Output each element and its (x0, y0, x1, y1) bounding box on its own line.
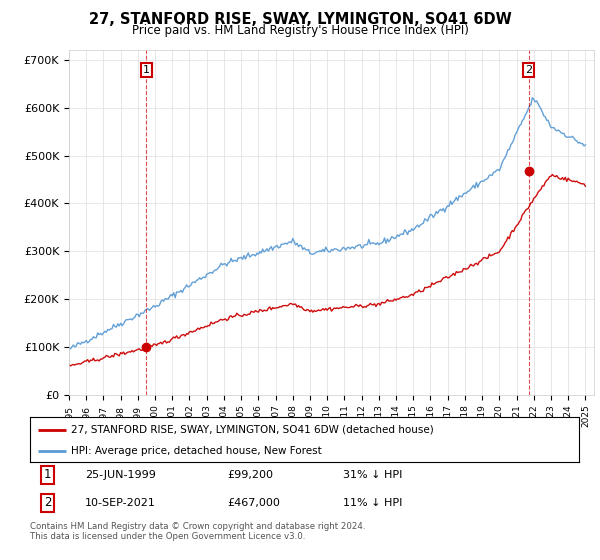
Text: Contains HM Land Registry data © Crown copyright and database right 2024.
This d: Contains HM Land Registry data © Crown c… (30, 522, 365, 542)
Text: 10-SEP-2021: 10-SEP-2021 (85, 498, 156, 508)
Text: 27, STANFORD RISE, SWAY, LYMINGTON, SO41 6DW: 27, STANFORD RISE, SWAY, LYMINGTON, SO41… (89, 12, 511, 27)
Text: 2: 2 (525, 65, 532, 74)
Text: £99,200: £99,200 (227, 470, 274, 480)
Text: £467,000: £467,000 (227, 498, 281, 508)
Text: 25-JUN-1999: 25-JUN-1999 (85, 470, 156, 480)
Text: 1: 1 (143, 65, 150, 74)
Text: Price paid vs. HM Land Registry's House Price Index (HPI): Price paid vs. HM Land Registry's House … (131, 24, 469, 37)
Text: 27, STANFORD RISE, SWAY, LYMINGTON, SO41 6DW (detached house): 27, STANFORD RISE, SWAY, LYMINGTON, SO41… (71, 424, 434, 435)
Text: 2: 2 (44, 497, 52, 510)
Text: 1: 1 (44, 468, 52, 481)
Text: HPI: Average price, detached house, New Forest: HPI: Average price, detached house, New … (71, 446, 322, 456)
Text: 31% ↓ HPI: 31% ↓ HPI (343, 470, 403, 480)
Text: 11% ↓ HPI: 11% ↓ HPI (343, 498, 403, 508)
